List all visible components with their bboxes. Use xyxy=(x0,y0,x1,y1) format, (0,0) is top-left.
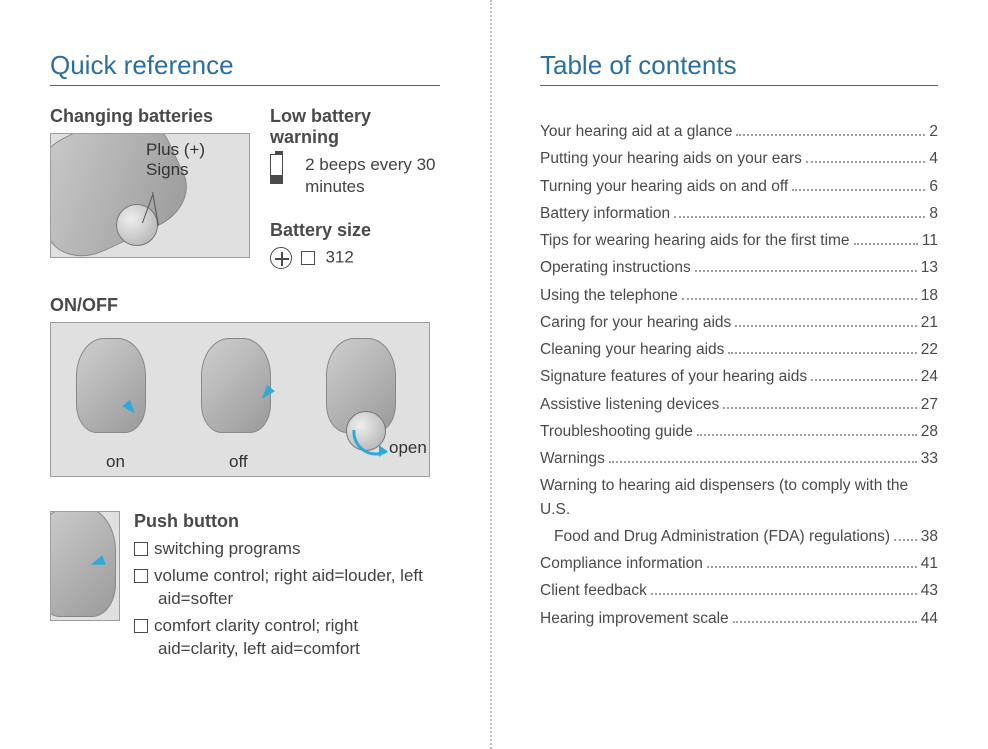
toc-page: 6 xyxy=(929,175,938,198)
toc-label: Turning your hearing aids on and off xyxy=(540,175,788,198)
toc-label: Your hearing aid at a glance xyxy=(540,120,732,143)
toc-label: Battery information xyxy=(540,202,670,225)
battery-size-checkbox xyxy=(301,251,315,265)
toc-label: Compliance information xyxy=(540,552,703,575)
toc-entry-cont: Food and Drug Administration (FDA) regul… xyxy=(540,525,938,548)
toc-entry: Compliance information 41 xyxy=(540,552,938,575)
toc-entry: Using the telephone 18 xyxy=(540,284,938,307)
left-page: Quick reference Changing batteries Plus … xyxy=(0,0,490,749)
low-battery-text: 2 beeps every 30 minutes xyxy=(305,154,440,198)
onoff-heading: ON/OFF xyxy=(50,295,440,316)
toc-entry: Caring for your hearing aids 21 xyxy=(540,311,938,334)
push-option-checkbox xyxy=(134,619,148,633)
toc-leader-dots xyxy=(723,407,917,409)
toc-entry: Warning to hearing aid dispensers (to co… xyxy=(540,474,938,521)
toc-label: Putting your hearing aids on your ears xyxy=(540,147,802,170)
toc-entry: Operating instructions 13 xyxy=(540,256,938,279)
toc-title: Table of contents xyxy=(540,50,938,86)
push-option-checkbox xyxy=(134,569,148,583)
toc-page: 44 xyxy=(921,607,938,630)
toc-label: Tips for wearing hearing aids for the fi… xyxy=(540,229,850,252)
toc-label: Assistive listening devices xyxy=(540,393,719,416)
low-battery-heading: Low battery warning xyxy=(270,106,440,148)
toc-entry: Your hearing aid at a glance 2 xyxy=(540,120,938,143)
toc-page: 41 xyxy=(921,552,938,575)
push-button-illustration xyxy=(50,511,120,621)
toc-entry: Client feedback 43 xyxy=(540,579,938,602)
toc-page: 13 xyxy=(921,256,938,279)
toc-label: Operating instructions xyxy=(540,256,691,279)
toc-label: Using the telephone xyxy=(540,284,678,307)
toc-page: 18 xyxy=(921,284,938,307)
toc-entry: Turning your hearing aids on and off 6 xyxy=(540,175,938,198)
toc-leader-dots xyxy=(854,243,918,245)
onoff-illustration: on off open xyxy=(50,322,430,477)
toc-page: 27 xyxy=(921,393,938,416)
battery-size-value: 312 xyxy=(325,248,353,267)
toc-page: 28 xyxy=(921,420,938,443)
toc-entry: Cleaning your hearing aids 22 xyxy=(540,338,938,361)
push-button-options: switching programs volume control; right… xyxy=(134,538,440,661)
changing-batteries-heading: Changing batteries xyxy=(50,106,250,127)
push-option-label: volume control; right aid=louder, left a… xyxy=(154,566,423,608)
toc-label: Cleaning your hearing aids xyxy=(540,338,724,361)
toc-leader-dots xyxy=(792,189,925,191)
push-button-heading: Push button xyxy=(134,511,440,532)
toc-leader-dots xyxy=(609,461,917,463)
toc-leader-dots xyxy=(707,566,917,568)
toc-page: 4 xyxy=(929,147,938,170)
onoff-state-open: open xyxy=(389,438,427,458)
plus-signs-annotation: Plus (+) Signs xyxy=(146,140,205,179)
toc-leader-dots xyxy=(651,593,917,595)
toc-leader-dots xyxy=(811,379,917,381)
toc-leader-dots xyxy=(682,298,917,300)
toc-leader-dots xyxy=(806,161,925,163)
push-option-label: comfort clarity control; right aid=clari… xyxy=(154,616,360,658)
quick-reference-title: Quick reference xyxy=(50,50,440,86)
onoff-state-on: on xyxy=(106,452,125,472)
toc-page: 2 xyxy=(929,120,938,143)
toc-leader-dots xyxy=(697,434,917,436)
toc-label: Food and Drug Administration (FDA) regul… xyxy=(540,525,890,548)
battery-size-heading: Battery size xyxy=(270,220,440,241)
toc-page: 11 xyxy=(922,229,938,252)
onoff-state-off: off xyxy=(229,452,248,472)
toc-entry: Putting your hearing aids on your ears 4 xyxy=(540,147,938,170)
toc-page: 22 xyxy=(921,338,938,361)
right-page: Table of contents Your hearing aid at a … xyxy=(490,0,988,749)
toc-label: Hearing improvement scale xyxy=(540,607,729,630)
toc-entry: Troubleshooting guide 28 xyxy=(540,420,938,443)
toc-page: 24 xyxy=(921,365,938,388)
push-option-checkbox xyxy=(134,542,148,556)
toc-leader-dots xyxy=(733,621,917,623)
battery-coin-icon xyxy=(270,247,292,269)
toc-leader-dots xyxy=(674,216,925,218)
toc-label: Client feedback xyxy=(540,579,647,602)
battery-low-icon xyxy=(270,154,283,184)
toc-label: Warnings xyxy=(540,447,605,470)
push-option-label: switching programs xyxy=(154,539,300,558)
toc-label: Troubleshooting guide xyxy=(540,420,693,443)
toc-label: Warning to hearing aid dispensers (to co… xyxy=(540,474,938,521)
toc-leader-dots xyxy=(894,539,917,541)
toc-entry: Assistive listening devices 27 xyxy=(540,393,938,416)
toc-leader-dots xyxy=(735,325,916,327)
changing-batteries-illustration: Plus (+) Signs xyxy=(50,133,250,258)
table-of-contents: Your hearing aid at a glance 2 Putting you… xyxy=(540,120,938,630)
toc-page: 43 xyxy=(921,579,938,602)
toc-leader-dots xyxy=(728,352,916,354)
toc-leader-dots xyxy=(736,134,925,136)
toc-entry: Tips for wearing hearing aids for the fi… xyxy=(540,229,938,252)
toc-entry: Signature features of your hearing aids 2… xyxy=(540,365,938,388)
toc-entry: Hearing improvement scale 44 xyxy=(540,607,938,630)
toc-page: 21 xyxy=(921,311,938,334)
toc-page: 38 xyxy=(921,525,938,548)
toc-entry: Warnings 33 xyxy=(540,447,938,470)
toc-entry: Battery information 8 xyxy=(540,202,938,225)
toc-label: Signature features of your hearing aids xyxy=(540,365,807,388)
toc-page: 33 xyxy=(921,447,938,470)
toc-page: 8 xyxy=(929,202,938,225)
toc-leader-dots xyxy=(695,270,917,272)
toc-label: Caring for your hearing aids xyxy=(540,311,731,334)
